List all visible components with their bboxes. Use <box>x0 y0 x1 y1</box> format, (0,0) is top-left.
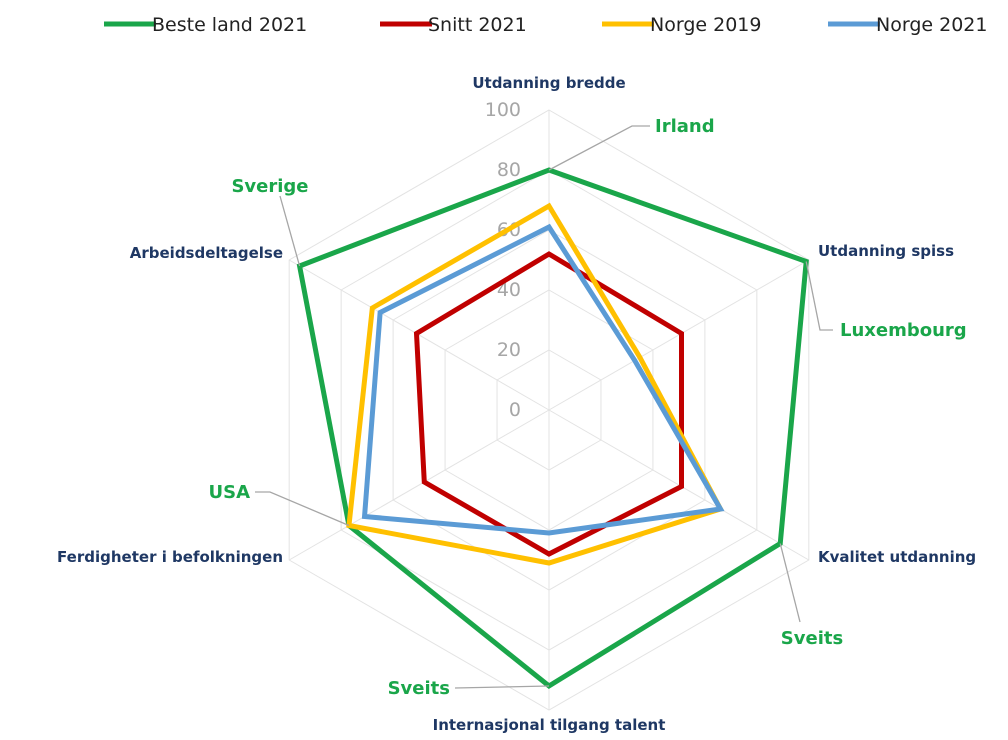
spoke <box>288 259 550 411</box>
legend-label: Norge 2019 <box>650 14 761 36</box>
axis-label: Utdanning spiss <box>818 242 954 260</box>
legend-label: Beste land 2021 <box>152 14 307 36</box>
tick-label: 20 <box>497 339 521 361</box>
axis-label: Utdanning bredde <box>472 74 625 92</box>
callout-line <box>255 491 350 527</box>
axis-label: Ferdigheter i befolkningen <box>57 548 283 566</box>
series-line <box>413 251 685 557</box>
callout-line <box>805 261 833 331</box>
annotation: Sveits <box>781 628 843 649</box>
tick-label: 0 <box>509 399 521 421</box>
axis-label: Kvalitet utdanning <box>818 548 976 566</box>
callout-line <box>279 195 301 267</box>
annotation: Sveits <box>388 678 450 699</box>
series-line <box>346 202 725 566</box>
legend-label: Snitt 2021 <box>428 14 527 36</box>
spoke <box>288 409 550 561</box>
series-line <box>361 223 725 536</box>
annotation: USA <box>208 482 250 503</box>
legend-label: Norge 2021 <box>876 14 987 36</box>
axis-label: Internasjonal tilgang talent <box>433 716 666 734</box>
spoke <box>548 409 810 561</box>
callout-line <box>548 125 650 171</box>
annotation: Irland <box>655 116 715 137</box>
callout-line <box>454 685 550 689</box>
callout-line <box>779 543 801 623</box>
series-line <box>296 167 809 690</box>
annotation: Luxembourg <box>840 320 967 341</box>
annotation: Sverige <box>231 176 308 197</box>
tick-label: 100 <box>485 99 521 121</box>
axis-label: Arbeidsdeltagelse <box>130 244 283 262</box>
tick-label: 80 <box>497 159 521 181</box>
spoke <box>548 259 810 411</box>
